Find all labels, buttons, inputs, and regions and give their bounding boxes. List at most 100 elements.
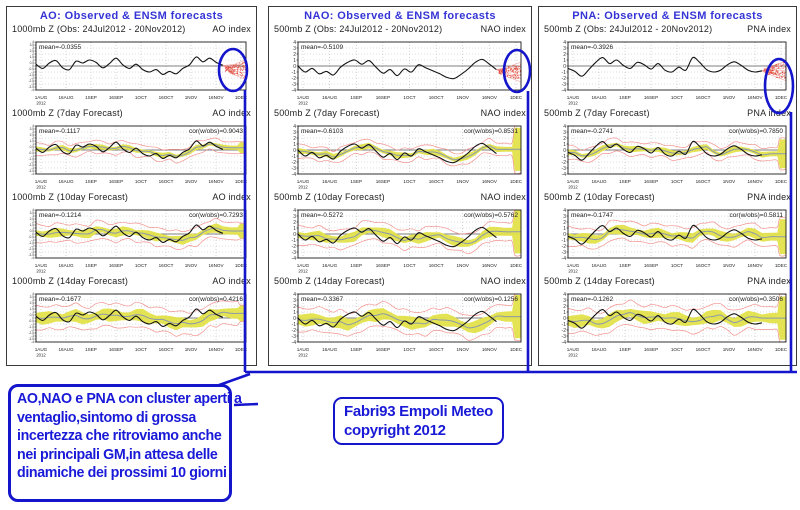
svg-text:4: 4 — [32, 124, 34, 128]
pna-10day-chart-block: 500mb Z (10day Forecast) PNA index 1AUG 2… — [542, 192, 793, 276]
pna-7day-chart-header: 500mb Z (7day Forecast) PNA index — [542, 108, 793, 118]
svg-text:2: 2 — [293, 136, 296, 142]
chart-right-label: PNA index — [747, 24, 791, 34]
pna-14day-chart-header: 500mb Z (14day Forecast) PNA index — [542, 276, 793, 286]
svg-text:-3: -3 — [562, 82, 567, 88]
svg-text:mean=-0.1747: mean=-0.1747 — [571, 212, 613, 219]
svg-text:16NOV: 16NOV — [208, 95, 224, 100]
svg-text:1AUG: 1AUG — [35, 179, 48, 184]
svg-text:1OCT: 1OCT — [671, 179, 683, 184]
svg-text:16NOV: 16NOV — [208, 263, 224, 268]
svg-text:16AUG: 16AUG — [58, 263, 73, 268]
svg-text:-3: -3 — [562, 250, 567, 256]
svg-text:2012: 2012 — [36, 353, 46, 358]
ao-14day-chart-block: 1000mb Z (14day Forecast) AO index 1AUG 2… — [10, 276, 253, 360]
svg-text:1OCT: 1OCT — [135, 263, 147, 268]
svg-text:1AUG: 1AUG — [35, 263, 48, 268]
svg-text:2.5: 2.5 — [30, 49, 35, 53]
svg-text:-4: -4 — [31, 340, 34, 344]
svg-text:-3.5: -3.5 — [29, 169, 35, 173]
svg-text:-2.5: -2.5 — [29, 163, 35, 167]
panel-pna: PNA: Observed & ENSM forecasts 500mb Z (… — [538, 6, 797, 366]
svg-text:1.5: 1.5 — [30, 223, 35, 227]
ao-observed-chart-header: 1000mb Z (Obs: 24Jul2012 - 20Nov2012) AO… — [10, 24, 253, 34]
svg-text:-2.5: -2.5 — [29, 79, 35, 83]
svg-text:1AUG: 1AUG — [35, 95, 48, 100]
svg-text:3: 3 — [293, 130, 296, 136]
svg-text:16SEP: 16SEP — [376, 179, 390, 184]
svg-text:1.5: 1.5 — [30, 55, 35, 59]
svg-text:16OCT: 16OCT — [429, 263, 444, 268]
svg-text:-2: -2 — [562, 328, 567, 334]
svg-text:3: 3 — [32, 130, 34, 134]
svg-text:-3: -3 — [31, 82, 34, 86]
chart-left-label: 1000mb Z (Obs: 24Jul2012 - 20Nov2012) — [12, 24, 186, 34]
svg-text:1NOV: 1NOV — [723, 263, 736, 268]
svg-text:3: 3 — [563, 298, 566, 304]
svg-text:1OCT: 1OCT — [403, 263, 415, 268]
svg-text:2.5: 2.5 — [30, 133, 35, 137]
svg-text:1: 1 — [293, 142, 296, 148]
svg-text:-0.5: -0.5 — [29, 235, 35, 239]
svg-text:-2.5: -2.5 — [29, 247, 35, 251]
svg-text:1: 1 — [293, 226, 296, 232]
nao-observed-chart-header: 500mb Z (Obs: 24Jul2012 - 20Nov2012) NAO… — [272, 24, 528, 34]
svg-text:16SEP: 16SEP — [109, 263, 123, 268]
svg-text:1SEP: 1SEP — [350, 95, 362, 100]
chart-left-label: 500mb Z (7day Forecast) — [544, 108, 650, 118]
svg-text:1DEC: 1DEC — [775, 347, 788, 352]
svg-text:1AUG: 1AUG — [297, 347, 310, 352]
panel-ao: AO: Observed & ENSM forecasts 1000mb Z (… — [6, 6, 257, 366]
svg-text:-2.5: -2.5 — [29, 331, 35, 335]
svg-text:16OCT: 16OCT — [696, 347, 711, 352]
svg-text:1DEC: 1DEC — [510, 95, 523, 100]
svg-text:2: 2 — [563, 52, 566, 58]
svg-text:16OCT: 16OCT — [696, 179, 711, 184]
svg-text:16OCT: 16OCT — [696, 263, 711, 268]
note-line: AO,NAO e PNA con cluster aperti a — [17, 390, 242, 407]
chart-left-label: 500mb Z (10day Forecast) — [544, 192, 655, 202]
svg-text:-4: -4 — [292, 256, 297, 262]
svg-text:16SEP: 16SEP — [644, 263, 658, 268]
svg-text:16SEP: 16SEP — [644, 95, 658, 100]
svg-text:16NOV: 16NOV — [482, 263, 498, 268]
svg-text:0: 0 — [32, 148, 34, 152]
svg-text:16SEP: 16SEP — [376, 263, 390, 268]
svg-text:mean=-0.5109: mean=-0.5109 — [301, 44, 343, 51]
panel-nao-title: NAO: Observed & ENSM forecasts — [304, 10, 496, 22]
svg-text:0: 0 — [32, 316, 34, 320]
svg-text:-1.5: -1.5 — [29, 325, 35, 329]
svg-text:2012: 2012 — [568, 269, 578, 274]
svg-text:1AUG: 1AUG — [567, 179, 580, 184]
svg-text:0: 0 — [32, 64, 34, 68]
chart-right-label: PNA index — [747, 108, 791, 118]
svg-text:3.5: 3.5 — [30, 127, 35, 131]
chart-right-label: NAO index — [480, 108, 526, 118]
svg-text:1NOV: 1NOV — [723, 347, 736, 352]
pna-observed-chart-header: 500mb Z (Obs: 24Jul2012 - 20Nov2012) PNA… — [542, 24, 793, 34]
chart-left-label: 500mb Z (10day Forecast) — [274, 192, 385, 202]
svg-text:-3.5: -3.5 — [29, 337, 35, 341]
svg-text:2012: 2012 — [298, 185, 308, 190]
svg-text:1OCT: 1OCT — [671, 263, 683, 268]
svg-text:cor(w/obs)=0.1256: cor(w/obs)=0.1256 — [464, 296, 518, 303]
svg-text:16AUG: 16AUG — [591, 179, 606, 184]
note-line: dinamiche dei prossimi 10 giorni — [17, 464, 227, 481]
svg-text:16NOV: 16NOV — [747, 347, 763, 352]
svg-text:0: 0 — [563, 64, 566, 70]
chart-right-label: NAO index — [480, 192, 526, 202]
svg-text:2012: 2012 — [36, 185, 46, 190]
svg-text:-0.5: -0.5 — [29, 67, 35, 71]
svg-text:0.5: 0.5 — [30, 313, 35, 317]
svg-text:-4: -4 — [562, 256, 567, 262]
svg-text:1AUG: 1AUG — [35, 347, 48, 352]
svg-text:-3: -3 — [292, 82, 297, 88]
svg-text:1NOV: 1NOV — [185, 347, 198, 352]
svg-text:-2: -2 — [562, 160, 567, 166]
credit-box: Fabri93 Empoli Meteo copyright 2012 — [333, 397, 505, 445]
svg-text:16NOV: 16NOV — [208, 179, 224, 184]
svg-text:-4: -4 — [292, 340, 297, 346]
chart-left-label: 1000mb Z (14day Forecast) — [12, 276, 129, 286]
nao-7day-chart-header: 500mb Z (7day Forecast) NAO index — [272, 108, 528, 118]
